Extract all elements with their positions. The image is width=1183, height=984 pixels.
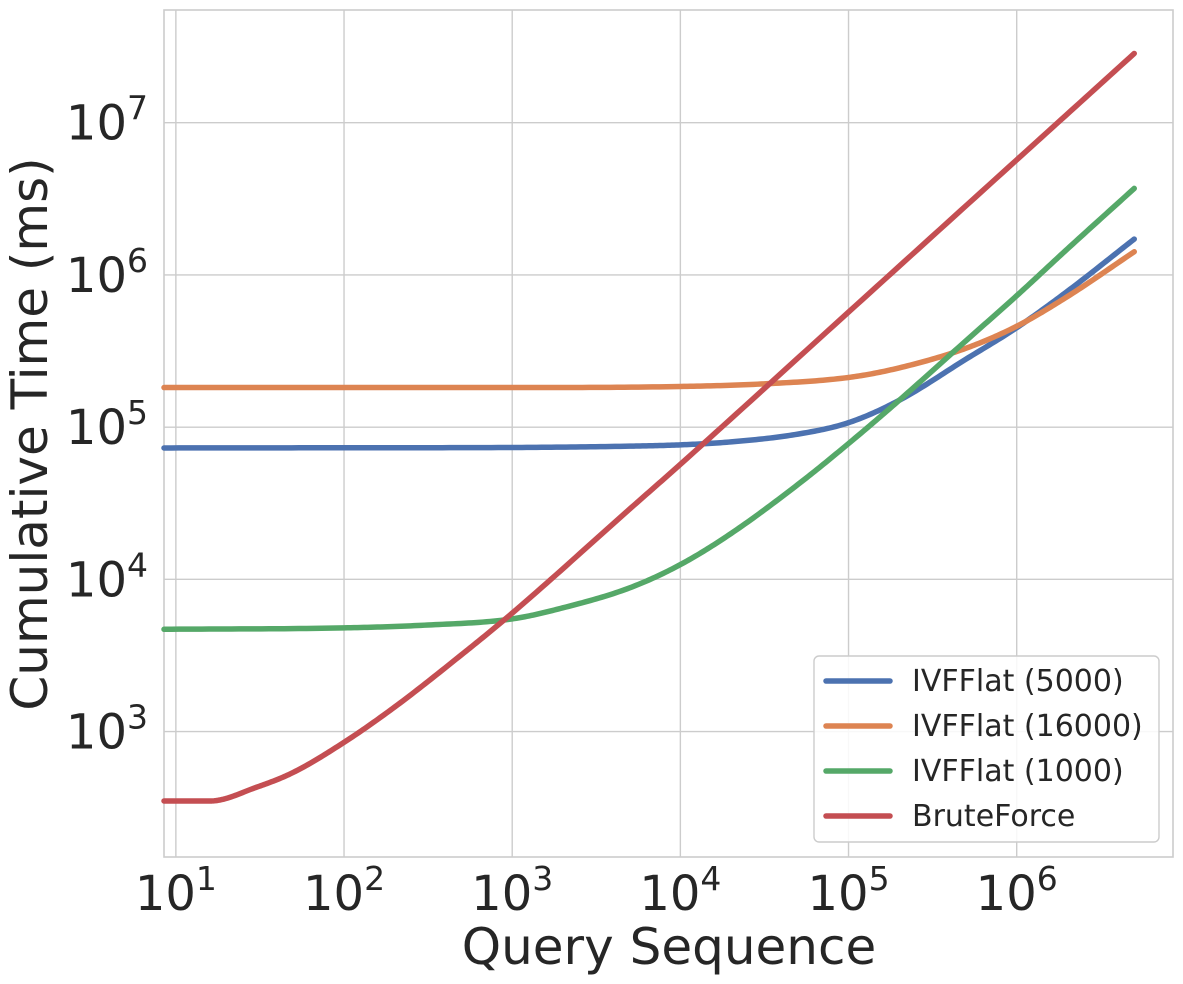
x-tick-exponent: 3	[532, 859, 553, 898]
y-tick-exponent: 3	[127, 698, 148, 737]
x-tick-label: 106	[976, 859, 1058, 922]
y-tick-exponent: 6	[127, 241, 148, 280]
legend: IVFFlat (5000) IVFFlat (16000) IVFFlat (10…	[813, 655, 1160, 843]
y-tick-base: 10	[66, 96, 127, 152]
x-tick-base: 10	[807, 866, 868, 922]
y-tick-exponent: 5	[127, 393, 148, 432]
y-tick-base: 10	[66, 400, 127, 456]
x-tick-label: 103	[471, 859, 553, 922]
x-tick-label: 101	[135, 859, 217, 922]
legend-label-ivfflat-1000: IVFFlat (1000)	[912, 754, 1124, 789]
y-tick-label: 104	[66, 545, 148, 608]
y-tick-label: 105	[66, 393, 148, 456]
legend-label-ivfflat-5000: IVFFlat (5000)	[912, 664, 1124, 699]
y-tick-base: 10	[66, 248, 127, 304]
x-tick-base: 10	[976, 866, 1037, 922]
y-tick-label: 103	[66, 698, 148, 761]
legend-label-bruteforce: BruteForce	[912, 799, 1075, 834]
series-line-ivfflat-1000	[161, 185, 1137, 633]
y-tick-base: 10	[66, 705, 127, 761]
y-tick-label: 107	[66, 89, 148, 152]
x-tick-label: 104	[639, 859, 721, 922]
x-tick-base: 10	[135, 866, 196, 922]
x-tick-exponent: 6	[1037, 859, 1058, 898]
x-tick-exponent: 1	[196, 859, 217, 898]
x-tick-base: 10	[471, 866, 532, 922]
x-tick-base: 10	[639, 866, 700, 922]
x-axis-title: Query Sequence	[462, 918, 876, 976]
series-line-ivfflat-16000	[161, 248, 1137, 391]
x-tick-label: 102	[303, 859, 385, 922]
x-tick-base: 10	[303, 866, 364, 922]
x-tick-labels: 101 102 103 104 105 106	[135, 859, 1058, 922]
x-tick-exponent: 4	[700, 859, 721, 898]
series-lines	[161, 50, 1137, 804]
x-tick-exponent: 5	[869, 859, 890, 898]
y-tick-exponent: 4	[127, 545, 148, 584]
y-tick-exponent: 7	[127, 89, 148, 128]
plot-frame	[163, 9, 1174, 858]
x-tick-label: 105	[807, 859, 889, 922]
legend-label-ivfflat-16000: IVFFlat (16000)	[912, 709, 1143, 744]
y-tick-label: 106	[66, 241, 148, 304]
x-tick-exponent: 2	[364, 859, 385, 898]
legend-frame	[813, 655, 1160, 843]
y-axis-title: Cumulative Time (ms)	[1, 157, 59, 710]
series-line-bruteforce	[161, 50, 1137, 804]
y-tick-base: 10	[66, 552, 127, 608]
